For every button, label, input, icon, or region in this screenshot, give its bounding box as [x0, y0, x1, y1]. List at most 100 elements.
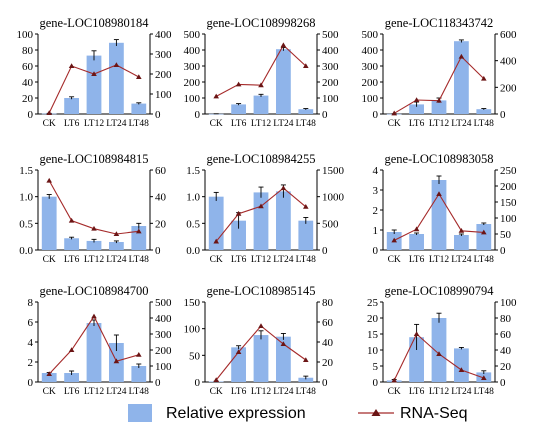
y-tick-label-left: 150	[184, 297, 201, 309]
rna-seq-point-LT6	[235, 81, 242, 87]
bar-LT6	[231, 104, 246, 114]
y-tick-label-left: 100	[184, 324, 201, 336]
y-tick-label-left: 100	[184, 93, 201, 105]
x-tick-label: CK	[210, 387, 223, 397]
y-tick-label-right: 0	[155, 377, 161, 389]
rna-seq-line	[215, 44, 307, 97]
rna-seq-point-LT24	[113, 231, 120, 236]
rna-seq-point-LT6	[235, 349, 242, 354]
bar-LT6	[409, 234, 424, 250]
rna-seq-point-LT12	[436, 97, 442, 103]
y-tick-label-right: 500	[322, 218, 339, 230]
bar-LT12	[86, 240, 102, 250]
y-tick-label-right: 400	[322, 45, 339, 57]
bar-LT12	[431, 100, 447, 114]
y-tick-label-left: 20	[22, 93, 34, 105]
y-tick-label-right: 0	[155, 245, 161, 257]
x-tick-label: CK	[210, 255, 223, 265]
legend-bar-swatch	[128, 404, 152, 422]
rna-seq-point-LT48	[303, 204, 309, 209]
y-tick-label-right: 80	[322, 297, 334, 309]
chart-panels: gene-LOC10898018402040608010001002003004…	[17, 16, 518, 397]
y-tick-label-right: 400	[155, 313, 172, 325]
rna-seq-point-LT24	[113, 358, 120, 364]
y-tick-label-left: 0	[28, 377, 34, 389]
y-tick-label-right: 200	[155, 345, 172, 357]
rna-seq-point-LT12	[258, 82, 264, 88]
rna-seq-point-CK	[46, 371, 52, 376]
x-tick-label: LT12	[429, 255, 449, 265]
rna-seq-point-LT24	[113, 62, 120, 67]
y-tick-label-right: 40	[322, 337, 334, 349]
rna-seq-point-LT24	[280, 185, 287, 191]
y-tick-label-left: 200	[184, 77, 201, 89]
y-tick-label-right: 1500	[322, 165, 345, 177]
x-tick-label: CK	[388, 255, 401, 265]
bar-LT6	[409, 337, 424, 382]
bar-LT24	[276, 49, 291, 115]
bar-LT48	[476, 109, 492, 114]
x-tick-label: LT12	[429, 119, 449, 129]
rna-seq-point-LT12	[436, 191, 442, 196]
rna-seq-point-LT6	[235, 210, 242, 216]
chart-title: gene-LOC108984815	[39, 152, 148, 166]
bar-LT48	[131, 103, 147, 114]
bar-LT48	[298, 220, 314, 250]
rna-seq-point-LT12	[436, 351, 442, 356]
y-tick-label-left: 1.0	[186, 192, 200, 204]
bar-LT24	[276, 336, 291, 382]
rna-seq-point-LT6	[413, 226, 420, 232]
bar-LT12	[431, 180, 447, 250]
y-tick-label-left: 0	[373, 109, 379, 121]
y-tick-label-left: 1.0	[19, 192, 33, 204]
chart-title: gene-LOC108983058	[384, 152, 493, 166]
x-tick-label: LT48	[474, 119, 494, 129]
y-tick-label-right: 0	[322, 109, 328, 121]
x-tick-label: CK	[43, 255, 56, 265]
bar-LT12	[86, 323, 102, 382]
y-tick-label-right: 50	[500, 229, 512, 241]
x-tick-label: LT24	[273, 387, 293, 397]
y-tick-label-left: 300	[184, 61, 201, 73]
x-tick-label: LT12	[251, 255, 271, 265]
rna-seq-point-LT6	[413, 97, 420, 102]
y-tick-label-right: 150	[500, 197, 517, 209]
rna-seq-point-CK	[213, 93, 219, 99]
y-tick-label-left: 200	[362, 77, 379, 89]
bar-LT12	[253, 192, 269, 250]
y-tick-label-right: 60	[500, 329, 512, 341]
y-tick-label-right: 60	[322, 317, 334, 329]
rna-seq-point-CK	[391, 377, 397, 383]
rna-seq-point-LT6	[68, 217, 75, 223]
chart-panel-5: gene-LOC108984255 0.0 0.5 1.0 1.5 0 500 1000 150…	[186, 152, 344, 265]
rna-seq-point-LT24	[458, 367, 465, 372]
x-tick-label: CK	[388, 119, 401, 129]
bar-LT6	[64, 373, 79, 382]
x-tick-label: LT24	[451, 387, 471, 397]
bar-LT48	[131, 366, 147, 382]
x-tick-label: LT6	[231, 387, 247, 397]
legend-line-label: RNA-Seq	[400, 405, 468, 422]
bar-LT12	[253, 335, 269, 382]
y-tick-label-left: 0	[195, 109, 201, 121]
y-tick-label-right: 20	[322, 357, 334, 369]
y-tick-label-left: 1.5	[186, 165, 200, 177]
rna-seq-point-LT24	[280, 341, 287, 346]
bar-LT24	[109, 42, 124, 114]
y-tick-label-right: 400	[155, 29, 172, 41]
rna-seq-point-LT48	[303, 357, 309, 362]
bar-LT48	[298, 377, 314, 382]
y-tick-label-left: 0	[195, 377, 201, 389]
x-tick-label: LT12	[251, 387, 271, 397]
bar-LT6	[64, 238, 79, 250]
y-tick-label-right: 200	[155, 69, 172, 81]
x-tick-label: LT24	[273, 255, 293, 265]
y-tick-label-right: 0	[155, 109, 161, 121]
y-tick-label-left: 500	[184, 29, 201, 41]
rna-seq-point-LT6	[68, 347, 75, 352]
y-tick-label-right: 20	[155, 218, 167, 230]
y-tick-label-left: 0	[373, 377, 379, 389]
bar-LT6	[64, 98, 79, 114]
rna-seq-point-LT48	[136, 74, 142, 79]
x-tick-label: LT12	[251, 119, 271, 129]
